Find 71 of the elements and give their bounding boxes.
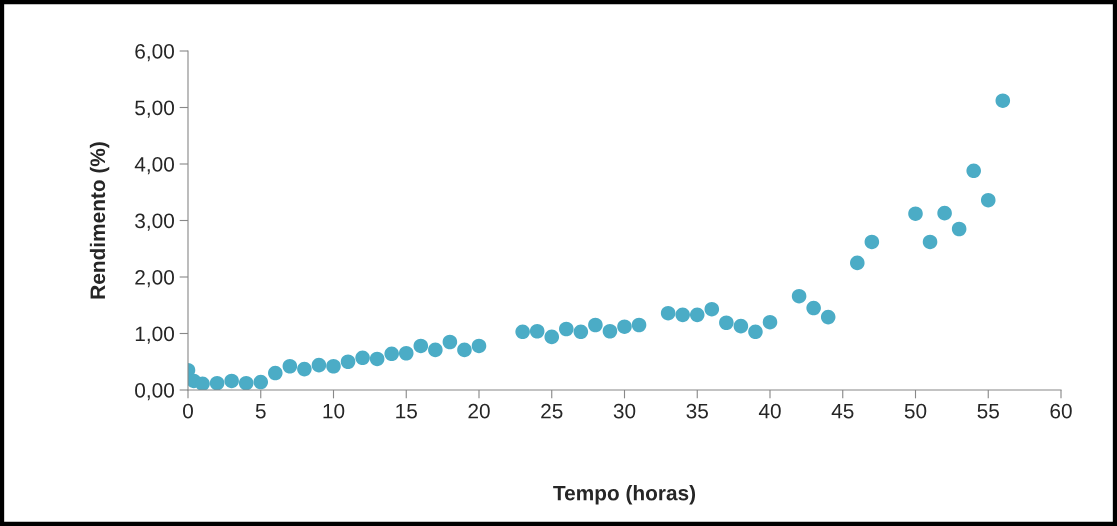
point [340,354,356,370]
point [311,357,327,373]
x-tick-label: 30 [613,403,636,419]
point [951,221,967,237]
y-tick-label: 5,00 [135,100,174,118]
x-tick-label: 45 [831,403,854,419]
point [864,234,880,250]
point [995,93,1011,108]
x-tick-label: 40 [758,403,781,419]
point [719,315,734,331]
y-tick-label: 1,00 [135,326,174,344]
point [791,288,807,304]
x-tick-label: 35 [686,403,708,419]
point [660,305,676,321]
point [268,365,283,381]
point [384,346,399,362]
point [762,314,778,330]
point [748,324,763,340]
point [195,376,210,390]
y-tick-label: 6,00 [135,44,174,62]
y-tick-label: 3,00 [135,213,174,231]
point [529,323,545,339]
point [238,375,254,390]
point [428,342,443,358]
y-axis-title: Rendimento (%) [89,142,110,299]
point [617,319,632,334]
point [559,321,574,337]
point [471,338,487,354]
point [806,300,821,316]
point [908,206,923,221]
point [850,255,865,271]
point [253,374,269,390]
point [573,324,589,340]
point [631,317,647,333]
y-tick-label: 4,00 [134,157,174,175]
point [413,338,429,354]
x-axis-title: Tempo (horas) [553,485,696,505]
point [675,307,690,323]
y-tick-label: 2,00 [135,270,174,288]
point [544,329,560,345]
x-tick-label: 20 [468,403,490,419]
point [297,361,312,377]
x-tick-label: 25 [541,403,563,419]
x-tick-label: 5 [255,403,266,419]
point [704,301,720,317]
point [224,373,239,389]
point [588,317,603,333]
point [398,345,414,361]
y-tick-label: 0,00 [135,383,174,401]
point [355,350,370,366]
x-tick-label: 15 [396,403,417,419]
point [733,318,749,334]
point [980,192,996,208]
point [689,307,705,323]
point [209,375,225,390]
x-tick-label: 50 [904,403,927,419]
x-tick-label: 10 [323,403,345,419]
point [282,358,298,374]
point [602,323,618,339]
point [326,358,341,374]
point [515,324,530,340]
point [369,351,385,367]
x-tick-label: 60 [1050,403,1072,419]
point [937,205,952,221]
point [922,234,938,250]
x-tick-label: 0 [183,403,193,419]
point [442,334,458,350]
x-tick-label: 55 [977,403,999,419]
point [820,309,836,325]
point [966,163,981,179]
point [457,342,472,358]
